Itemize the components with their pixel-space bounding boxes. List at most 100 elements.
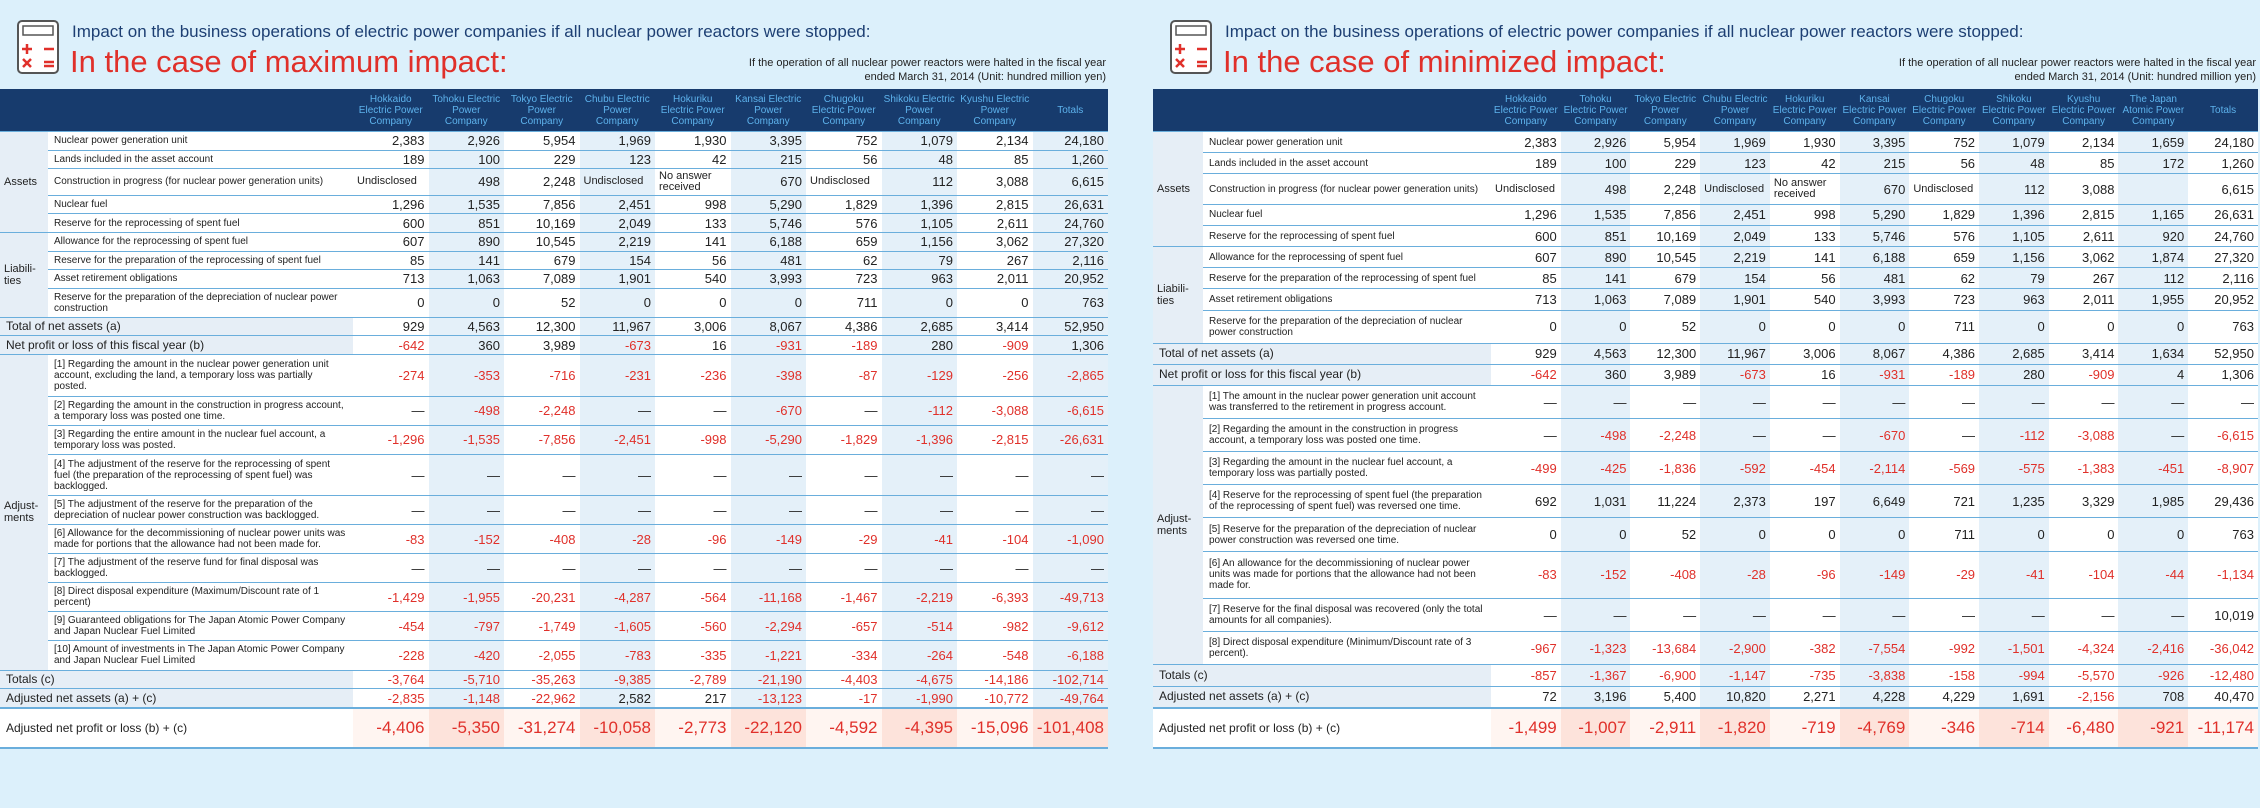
title: Impact on the business operations of ele… [1225,22,2024,41]
cell: — [1032,495,1108,525]
cell: 711 [1909,309,1980,344]
column-header: Tohoku Electric Power Company [428,89,504,132]
cell: — [957,553,1033,583]
cell: — [730,495,806,525]
cell: -14,186 [957,669,1033,689]
cell: -28 [1700,550,1770,599]
cell: 5,400 [1630,685,1701,708]
cell: -548 [957,640,1033,670]
cell: -1,396 [881,424,957,455]
cell: -4,769 [1839,707,1910,749]
cell: -4,592 [806,707,882,749]
cell: — [1769,385,1840,419]
cell: 267 [2048,267,2119,289]
table-row: Adjusted net assets (a) + (c) -2,835 -1,14… [0,688,1108,708]
table-row: Liabili-ties Allowance for the reprocessi… [0,231,1108,318]
cell: 48 [881,149,957,169]
cell: -228 [353,640,429,670]
cell: — [730,553,806,583]
cell: 141 [1560,267,1631,289]
cell: -104 [957,524,1033,554]
column-header: Hokuriku Electric Power Company [655,89,731,132]
cell: 3,395 [1839,130,1910,153]
cell: — [2188,385,2258,419]
cell: 0 [730,287,806,318]
cell: 1,535 [428,194,504,214]
cell: -514 [881,611,957,641]
cell: 56 [806,149,882,169]
cell: 7,856 [1630,203,1701,226]
row-label: [5] Reserve for the preparation of the d… [1203,517,1492,552]
row-label: Total of net assets (a) [0,316,353,336]
table-row: Nuclear fuel 1,296 1,535 7,856 2,451 998 5,290… [0,194,1108,214]
cell: — [1032,453,1108,496]
column-header: Chubu Electric Power Company [1700,89,1770,132]
cell [2118,173,2189,205]
cell: 2,815 [2048,203,2119,226]
cell: 52,950 [1032,316,1108,336]
table-row: Assets Nuclear power generation unit 2,383… [1153,130,2258,247]
cell: — [730,453,806,496]
cell: 154 [579,250,655,270]
cell: — [806,453,882,496]
cell: 1,260 [1032,149,1108,169]
cell: -575 [1979,451,2049,485]
cell: 763 [1032,287,1108,318]
cell: -1,221 [730,640,806,670]
cell: -1,296 [353,424,429,455]
table-row: Adjusted net profit or loss (b) + (c) -4,… [0,707,1108,749]
cell: -1,134 [2188,550,2258,599]
cell: -3,838 [1839,664,1910,687]
row-label: Net profit or loss for this fiscal year … [1153,363,1492,386]
cell: 711 [1909,517,1980,552]
cell: 4 [2118,363,2189,386]
cell: -256 [957,353,1033,397]
cell: — [655,453,731,496]
cell: 752 [1909,130,1980,153]
cell: 1,063 [428,269,504,289]
cell: -9,612 [1032,611,1108,641]
cell: 100 [1560,152,1631,174]
cell: — [655,495,731,525]
cell: -797 [428,611,504,641]
cell: 2,451 [1700,203,1770,226]
cell: -11,168 [730,582,806,612]
cell: 659 [1909,246,1980,268]
cell: -104 [2048,550,2119,599]
cell: — [1560,598,1631,632]
cell: 0 [1700,517,1770,552]
cell: -10,772 [957,688,1033,708]
cell: 2,011 [2048,288,2119,311]
row-label: [8] Direct disposal expenditure (Minimum… [1203,631,1492,665]
cell: -28 [579,524,655,554]
cell: 42 [655,149,731,169]
cell: -931 [1839,363,1910,386]
column-header: Shikoku Electric Power Company [1979,89,2049,132]
table-row: [2] Regarding the amount in the construc… [1153,418,2258,452]
cell: Undisclosed [806,168,882,196]
table-row: [5] Reserve for the preparation of the d… [1153,517,2258,552]
cell: 1,396 [1979,203,2049,226]
column-header: The Japan Atomic Power Company [2118,89,2189,132]
row-label: [4] Reserve for the reprocessing of spen… [1203,484,1492,518]
cell: 5,746 [730,213,806,233]
row-label: Adjusted net assets (a) + (c) [1153,685,1492,708]
row-label: Allowance for the reprocessing of spent … [1203,246,1492,268]
cell: -1,383 [2048,451,2119,485]
title: Impact on the business operations of ele… [72,22,871,41]
cell: 4,228 [1839,685,1910,708]
cell: 2,611 [957,213,1033,233]
row-label: [2] Regarding the amount in the construc… [48,395,353,426]
cell: 16 [655,335,731,355]
cell: -425 [1560,451,1631,485]
cell: -657 [806,611,882,641]
table-row: Construction in progress (for nuclear po… [1153,173,2258,205]
cell: 10,169 [1630,224,1701,247]
column-header: Hokkaido Electric Power Company [353,89,429,132]
cell: 56 [1769,267,1840,289]
cell: 197 [1769,484,1840,518]
cell: -5,290 [730,424,806,455]
cell: 723 [806,269,882,289]
row-label: [9] Guaranteed obligations for The Japan… [48,611,353,641]
